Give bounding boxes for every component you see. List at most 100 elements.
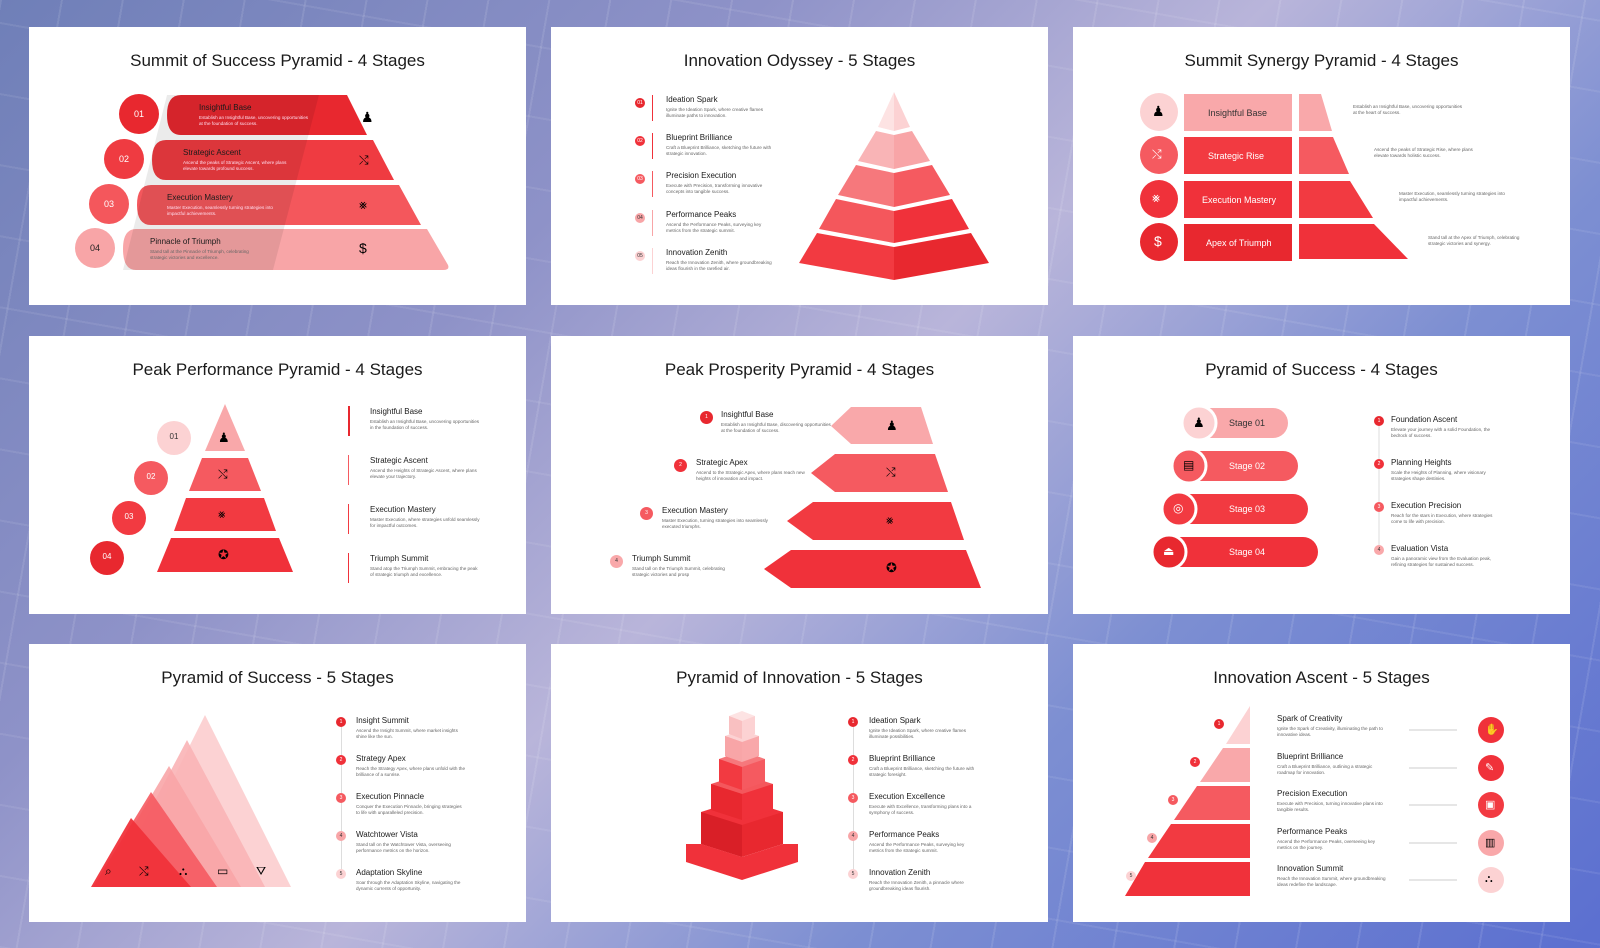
slide-title: Pyramid of Innovation - 5 Stages <box>676 668 923 687</box>
stage-title-3: Execution Mastery <box>370 505 436 514</box>
search-icon: ⌕ <box>105 864 112 878</box>
layer-2 <box>152 140 394 180</box>
stage-number-1: 1 <box>1374 416 1384 426</box>
slide-summit-synergy[interactable]: Summit Synergy Pyramid - 4 Stages Insigh… <box>1073 27 1570 305</box>
dollar-badge-icon: $ <box>1154 233 1162 249</box>
stage-desc-1: Ignite the Ideation Spark, where creativ… <box>869 728 967 739</box>
stage-desc-2: Ascend the Heights of Strategic Ascent, … <box>370 468 477 479</box>
stage-title-1: Ideation Spark <box>666 95 718 104</box>
stage-desc-2: Ascend to the Strategic Apex, where plan… <box>696 470 805 481</box>
stage-number-4: 04 <box>102 552 112 561</box>
slide-innovation-ascent[interactable]: Innovation Ascent - 5 Stages ✋ ✎ ▣ ▥ ⛬ 1… <box>1073 644 1570 922</box>
flask-icon: ⏏ <box>1163 544 1175 558</box>
stage-number-2: 02 <box>146 472 156 481</box>
award-icon: ✪ <box>886 560 897 575</box>
stage-desc-3: Execute with Precision, transforming inn… <box>666 183 763 194</box>
target-icon: ◎ <box>1173 501 1184 515</box>
slide-peak-prosperity[interactable]: Peak Prosperity Pyramid - 4 Stages ♟ ⤭ ⨳… <box>551 336 1048 614</box>
slide-title: Summit of Success Pyramid - 4 Stages <box>130 51 425 70</box>
chess-pawn-icon: ♟ <box>361 109 374 125</box>
slide-pyramid-of-success-5[interactable]: Pyramid of Success - 5 Stages ⌕ ⤭ ⛬ ▭ ⛛ … <box>29 644 526 922</box>
stage-title-2: Blueprint Brilliance <box>1277 752 1344 761</box>
stage-desc-4: Stand atop the Triumph Summit, embracing… <box>370 566 478 577</box>
stage-number-3: 3 <box>1374 502 1384 512</box>
stage-number-1: 01 <box>635 98 645 108</box>
stage-title-1: Ideation Spark <box>869 716 921 725</box>
pyramid-graphic <box>123 95 449 270</box>
stage-desc-3: Master Execution, seamlessly turning str… <box>1399 191 1505 202</box>
stage-number-3: 03 <box>635 174 645 184</box>
stage-desc-4: Stand tall on the Triumph Summit, celebr… <box>632 566 725 577</box>
half-pyramid-graphic <box>1125 706 1504 896</box>
stage-number-2: 2 <box>336 755 346 765</box>
stage-desc-3: Master Execution, turning strategies int… <box>662 518 768 529</box>
stage-title-1: Foundation Ascent <box>1391 415 1458 424</box>
pill-label-4: Stage 04 <box>1229 547 1266 557</box>
edit-icon: ✎ <box>1485 762 1495 774</box>
stage-desc-2: Scale the Heights of Planning, where vis… <box>1391 470 1486 481</box>
divider <box>652 171 653 197</box>
stage-desc-3: Conquer the Execution Pinnacle, bringing… <box>356 804 462 815</box>
stage-number-4: 4 <box>610 555 623 568</box>
stacked-blocks-graphic <box>686 711 798 880</box>
divider <box>652 95 653 121</box>
stage-title-1: Insightful Base <box>721 410 774 419</box>
slide-summit-of-success[interactable]: Summit of Success Pyramid - 4 Stages 01 … <box>29 27 526 305</box>
stage-number-1: 1 <box>848 717 858 727</box>
divider <box>652 133 653 159</box>
stage-title-4: Pinnacle of Triumph <box>150 237 221 246</box>
stage-number-3: 03 <box>89 184 129 224</box>
stage-desc-4: Stand tall on the Watchtower Vista, over… <box>356 842 451 853</box>
network-icon: ⨳ <box>886 513 894 527</box>
stage-desc-1: Elevate your journey with a solid Founda… <box>1391 427 1491 438</box>
chess-pawn-icon: ♟ <box>886 418 898 433</box>
stage-title-3: Precision Execution <box>1277 789 1348 798</box>
slide-title: Innovation Ascent - 5 Stages <box>1213 668 1430 687</box>
stage-number-2: 2 <box>848 755 858 765</box>
stage-desc-4: Ascend the Performance Peaks, overseeing… <box>1277 839 1376 850</box>
stage-number-4: 04 <box>635 213 645 223</box>
stage-number-1: 01 <box>169 432 179 441</box>
stage-title-2: Blueprint Brilliance <box>869 754 936 763</box>
stage-number-2: 2 <box>1374 459 1384 469</box>
divider <box>652 210 653 236</box>
stage-desc-2: Craft a Blueprint Brilliance, outlining … <box>1277 764 1373 775</box>
pill-label-3: Stage 03 <box>1229 504 1266 514</box>
divider <box>348 504 349 534</box>
stage-desc-1: Establish an Insightful Base, discoverin… <box>721 422 831 433</box>
stage-title-5: Innovation Zenith <box>666 248 728 257</box>
stage-title-4: Performance Peaks <box>1277 827 1348 836</box>
slide-pyramid-of-success-4[interactable]: Pyramid of Success - 4 Stages ♟ ▤ ◎ ⏏ St… <box>1073 336 1570 614</box>
stage-desc-1: Establish an Insightful Base, uncovering… <box>1353 104 1463 115</box>
dollar-badge-icon: $ <box>359 240 367 256</box>
stage-desc-2: Reach the Strategy Apex, where plans unf… <box>356 766 466 777</box>
stage-title-2: Strategic Apex <box>696 458 748 467</box>
stage-number-2: 2 <box>674 459 687 472</box>
stage-label-4: Apex of Triumph <box>1206 238 1272 248</box>
stage-title-1: Insightful Base <box>370 407 423 416</box>
network-icon: ⨳ <box>218 507 226 521</box>
network-icon: ⨳ <box>359 197 368 212</box>
slide-innovation-odyssey[interactable]: Innovation Odyssey - 5 Stages 01 02 03 0… <box>551 27 1048 305</box>
route-icon: ⤭ <box>359 153 369 167</box>
stage-desc-4: Ascend the Performance Peaks, surveying … <box>666 222 762 233</box>
slide-title: Pyramid of Success - 5 Stages <box>161 668 394 687</box>
stage-number-4: 4 <box>336 831 346 841</box>
stage-desc-1: Ignite the Ideation Spark, where creativ… <box>666 107 764 118</box>
stage-desc-1: Ignite the Spark of Creativity, illumina… <box>1277 726 1383 737</box>
slide-peak-performance[interactable]: Peak Performance Pyramid - 4 Stages 01 0… <box>29 336 526 614</box>
stage-title-3: Execution Mastery <box>662 506 728 515</box>
slide-pyramid-of-innovation[interactable]: Pyramid of Innovation - 5 Stages 1 2 3 4… <box>551 644 1048 922</box>
divider <box>348 553 349 583</box>
stage-desc-2: Ascend the peaks of Strategic Rise, wher… <box>1374 147 1473 158</box>
route-icon: ⤭ <box>218 467 228 481</box>
stage-title-1: Spark of Creativity <box>1277 714 1343 723</box>
stage-number-1: 1 <box>1214 719 1224 729</box>
message-icon: ▣ <box>1485 799 1496 811</box>
stage-number-5: 5 <box>1126 871 1136 881</box>
arrow-pyramid-graphic <box>764 407 981 588</box>
stage-label-1: Insightful Base <box>1208 108 1268 118</box>
stage-desc-5: Reach the Innovation Summit, where groun… <box>1277 876 1386 887</box>
chess-pawn-icon: ♟ <box>1193 415 1205 430</box>
presentation-icon: ▭ <box>217 864 229 878</box>
